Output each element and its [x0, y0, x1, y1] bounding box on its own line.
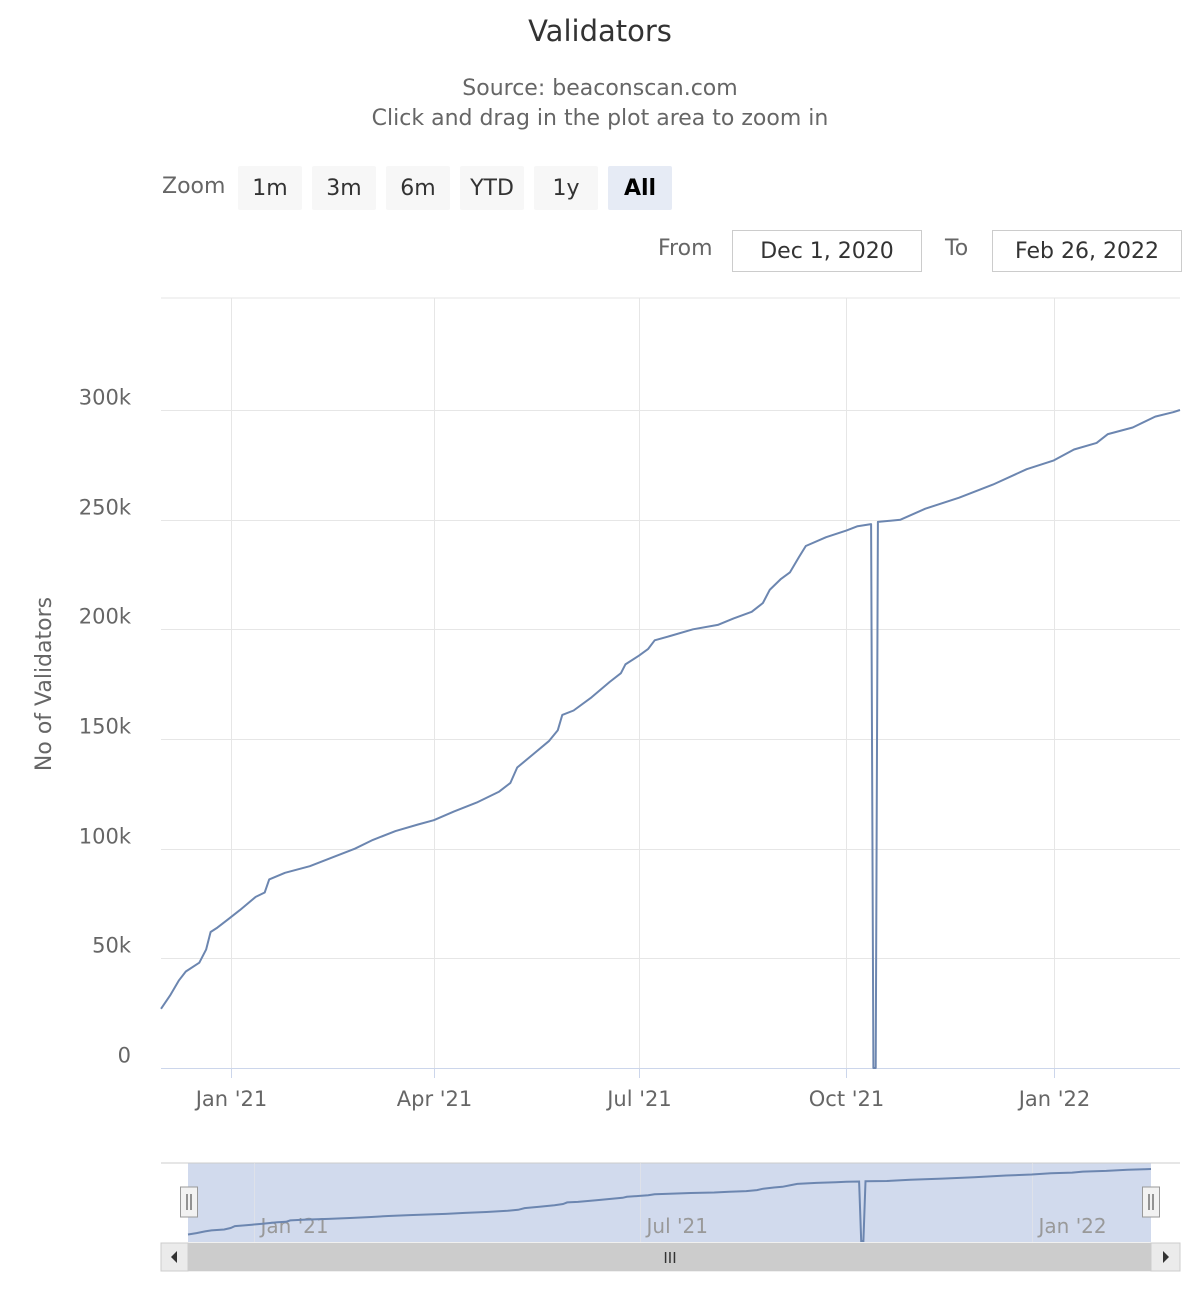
chart-source: Source: beaconscan.com — [462, 76, 738, 101]
navigator-left-handle[interactable] — [180, 1186, 198, 1218]
zoom-all-button[interactable]: All — [608, 166, 672, 210]
scroll-left-arrow-icon — [171, 1251, 177, 1263]
y-tick-label: 50k — [92, 934, 132, 958]
chart-zoom-hint: Click and drag in the plot area to zoom … — [371, 106, 829, 131]
scrollbar-grip: III — [663, 1249, 676, 1267]
y-tick-label: 250k — [79, 496, 132, 520]
x-tick-label: Jan '21 — [194, 1087, 268, 1111]
x-axis-ticks: Jan '21 Apr '21 Jul '21 Oct '21 Jan '22 — [194, 1068, 1091, 1111]
from-date-input[interactable]: Dec 1, 2020 — [732, 230, 922, 272]
y-tick-label: 300k — [79, 386, 132, 410]
scrollbar-thumb[interactable] — [188, 1243, 1151, 1271]
y-axis-ticks: 0 50k 100k 150k 200k 250k 300k — [79, 386, 132, 1068]
scroll-right-arrow-icon — [1163, 1251, 1169, 1263]
to-date-input[interactable]: Feb 26, 2022 — [992, 230, 1182, 272]
navigator: Jan '21 Jul '21 Jan '22 — [161, 1162, 1180, 1242]
zoom-label: Zoom — [162, 174, 226, 199]
x-tick-label: Jan '22 — [1017, 1087, 1091, 1111]
scrollbar[interactable]: III — [160, 1242, 1181, 1272]
y-tick-label: 0 — [118, 1044, 131, 1068]
navigator-right-handle[interactable] — [1142, 1186, 1160, 1218]
zoom-ytd-button[interactable]: YTD — [460, 166, 524, 210]
zoom-1m-button[interactable]: 1m — [238, 166, 302, 210]
y-tick-label: 150k — [79, 715, 132, 739]
from-label: From — [658, 236, 713, 261]
x-tick-label: Apr '21 — [397, 1087, 473, 1111]
x-tick-label: Jul '21 — [605, 1087, 672, 1111]
zoom-3m-button[interactable]: 3m — [312, 166, 376, 210]
navigator-label: Jan '22 — [1037, 1214, 1107, 1238]
series-line-validators[interactable] — [160, 409, 1181, 1069]
zoom-6m-button[interactable]: 6m — [386, 166, 450, 210]
navigator-label: Jan '21 — [259, 1214, 329, 1238]
y-tick-label: 200k — [79, 605, 132, 629]
y-tick-label: 100k — [79, 825, 132, 849]
zoom-1y-button[interactable]: 1y — [534, 166, 598, 210]
navigator-series-line — [187, 1168, 1152, 1242]
chart-title: Validators — [528, 14, 672, 48]
to-label: To — [945, 236, 969, 261]
series-layer — [160, 409, 1181, 1069]
y-axis-title: No of Validators — [32, 597, 57, 771]
x-tick-label: Oct '21 — [809, 1087, 884, 1111]
navigator-label: Jul '21 — [645, 1214, 708, 1238]
grid — [161, 297, 1180, 1069]
